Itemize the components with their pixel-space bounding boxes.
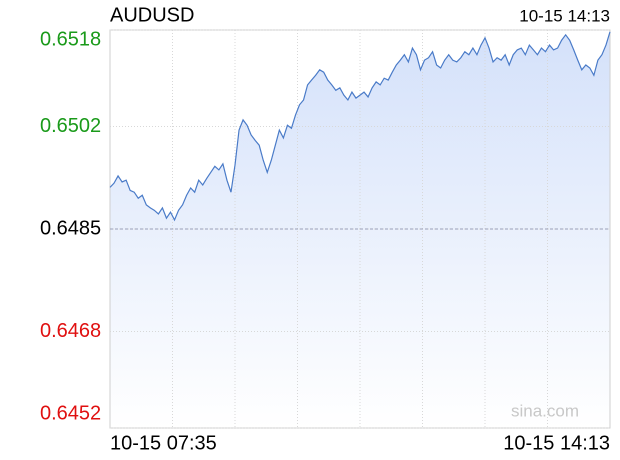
- x-tick-label: 10-15 14:13: [503, 432, 610, 454]
- y-tick-label: 0.6468: [40, 320, 101, 342]
- time-label: 10-15 14:13: [519, 6, 610, 25]
- y-tick-label: 0.6518: [40, 28, 101, 50]
- x-tick-label: 10-15 07:35: [110, 432, 217, 454]
- y-tick-label: 0.6485: [40, 217, 101, 239]
- line: [109, 31, 611, 222]
- watermark: sina.com: [511, 401, 579, 420]
- chart-title: AUDUSD: [110, 4, 194, 26]
- y-tick-label: 0.6502: [40, 115, 101, 137]
- y-tick-label: 0.6452: [40, 402, 101, 424]
- area: [110, 31, 610, 429]
